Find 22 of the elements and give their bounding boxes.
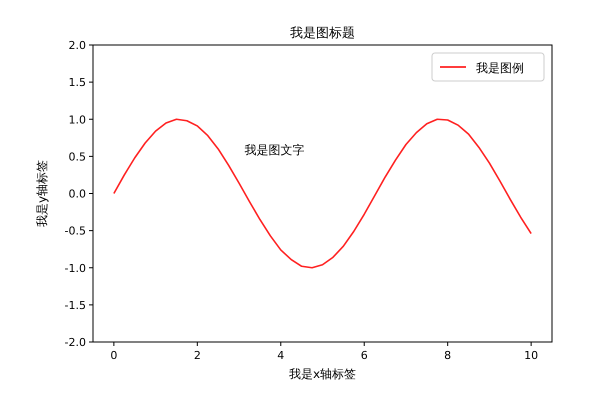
y-tick-label: -1.5 — [64, 298, 86, 312]
x-axis-title: 我是x轴标签 — [288, 367, 356, 381]
annotation: 我是图文字 — [244, 142, 304, 157]
line-series — [113, 118, 532, 269]
y-tick-label: 1.0 — [68, 113, 86, 126]
x-tick-label: 8 — [444, 349, 452, 362]
x-tick-label: 2 — [194, 349, 201, 362]
x-tick-label: 4 — [277, 349, 284, 362]
y-tick-label: 1.5 — [68, 76, 86, 90]
y-tick-label: 2.0 — [68, 39, 86, 52]
y-tick-label: -0.5 — [64, 224, 86, 238]
x-tick-label: 0 — [110, 349, 118, 362]
y-tick-label: 0.5 — [68, 150, 86, 164]
x-tick-label: 6 — [360, 349, 368, 362]
y-tick-label: -2.0 — [64, 336, 86, 349]
chart-title: 我是图标题 — [290, 26, 355, 41]
y-tick-label: 0.0 — [68, 188, 86, 200]
legend: 我是图例 — [432, 52, 544, 82]
y-tick-label: -1.0 — [64, 262, 86, 275]
y-axis-title: 我是y轴标签 — [35, 160, 49, 228]
legend-label: 我是图例 — [476, 61, 524, 75]
x-tick-label: 10 — [524, 349, 538, 362]
